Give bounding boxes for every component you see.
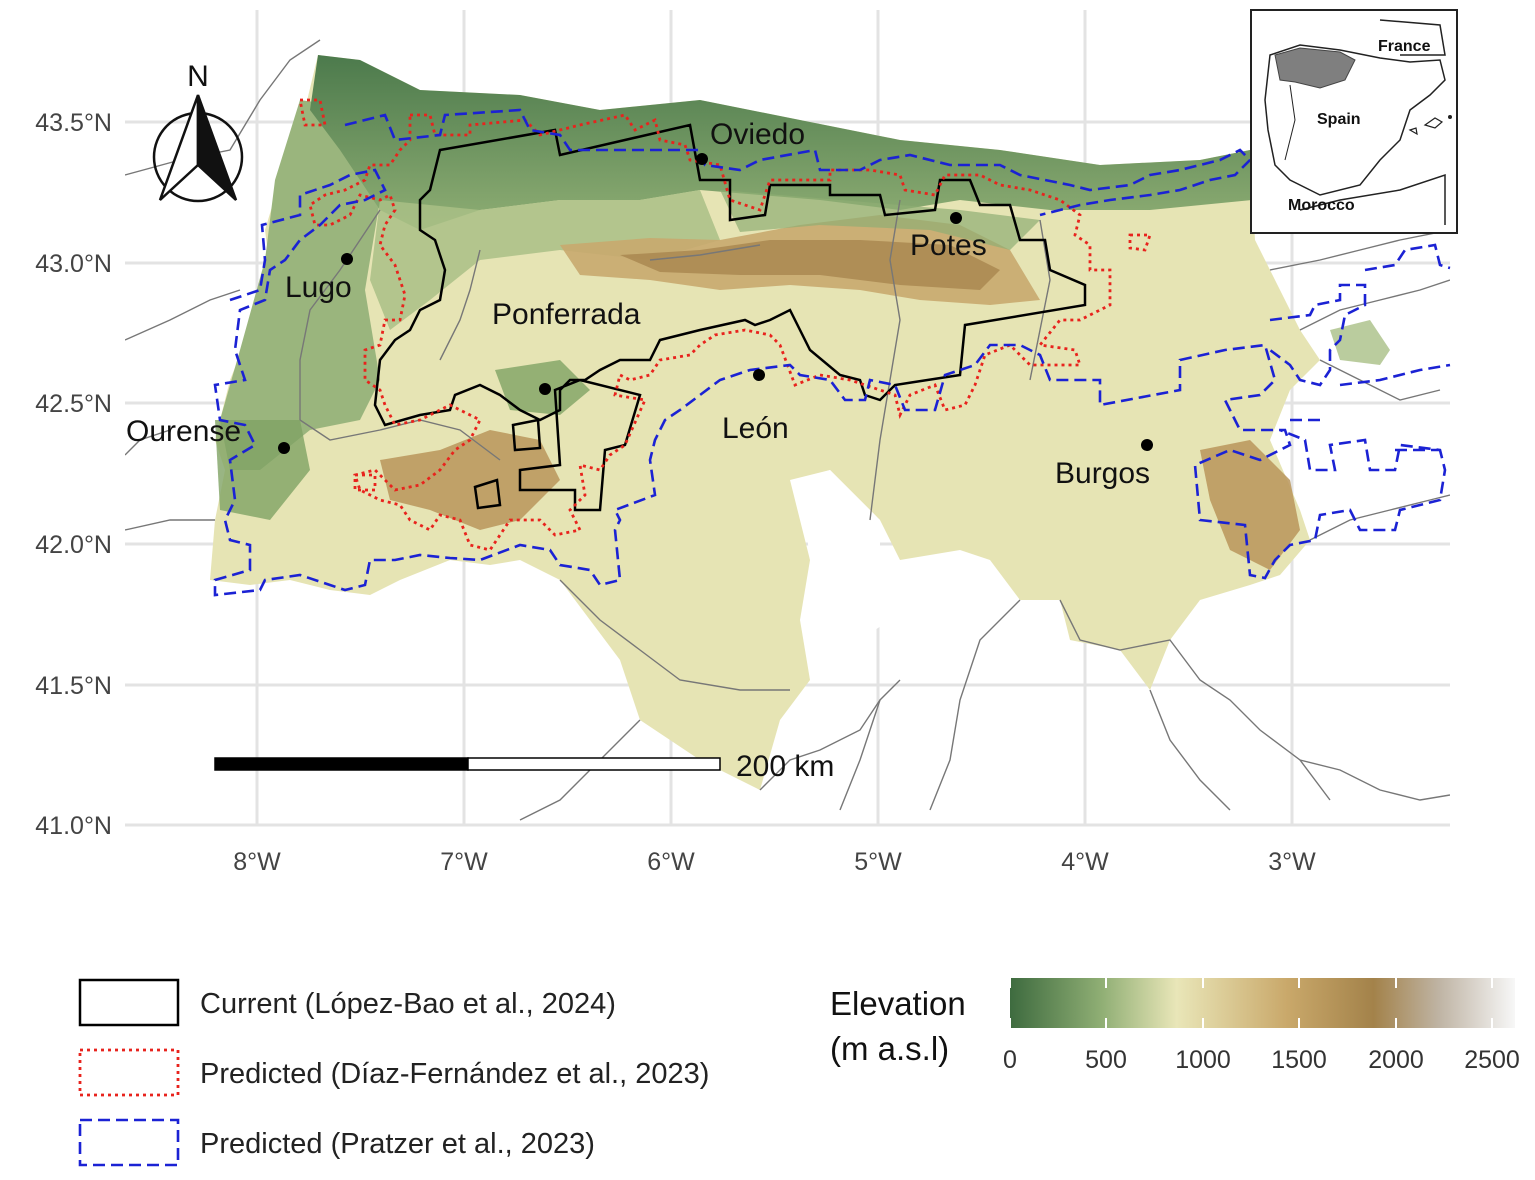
north-arrow-left-half: [158, 94, 200, 201]
colorbar-title-line2: (m a.s.l): [830, 1030, 949, 1067]
inset-label-spain: Spain: [1317, 111, 1361, 128]
city-dot-ourense: [278, 442, 290, 454]
lon-label: 5°W: [854, 848, 902, 876]
city-label-lugo: Lugo: [285, 271, 352, 304]
lon-label: 6°W: [647, 848, 695, 876]
legend-label-current: Current (López-Bao et al., 2024): [200, 988, 616, 1020]
legend-label-diaz-fernandez: Predicted (Díaz-Fernández et al., 2023): [200, 1058, 709, 1090]
land-gap: [800, 470, 900, 640]
lat-label: 43.0°N: [35, 250, 112, 278]
north-arrow-right-half: [196, 94, 238, 201]
range-predicted-pratzer: [213, 108, 1451, 597]
city-dot-burgos: [1141, 439, 1153, 451]
city-label-oviedo: Oviedo: [710, 118, 805, 151]
longitude-labels: 8°W 7°W 6°W 5°W 4°W 3°W: [233, 848, 1316, 876]
legend-key-pratzer: [78, 1118, 180, 1167]
colorbar-title-line1: Elevation: [830, 985, 966, 1022]
city-label-ponferrada: Ponferrada: [492, 298, 641, 331]
lat-label: 42.5°N: [35, 390, 112, 418]
city-dot-potes: [950, 212, 962, 224]
admin-borders: [125, 39, 1450, 821]
lat-label: 42.0°N: [35, 531, 112, 559]
city-label-burgos: Burgos: [1055, 457, 1150, 490]
land-leon-mountains: [380, 430, 560, 530]
lat-label: 43.5°N: [35, 109, 112, 137]
colorbar-tick-label: 1000: [1175, 1046, 1231, 1074]
scale-bar: 200 km: [214, 750, 834, 783]
inset-study-area: [1274, 47, 1356, 89]
lon-label: 3°W: [1268, 848, 1316, 876]
legend: Current (López-Bao et al., 2024) Predict…: [78, 978, 709, 1167]
colorbar-tick-label: 500: [1085, 1046, 1127, 1074]
colorbar-tick-label: 0: [1003, 1046, 1017, 1074]
city-label-ourense: Ourense: [126, 415, 241, 448]
north-arrow: N: [152, 60, 244, 203]
inset-balearic-islands: [1408, 117, 1444, 136]
city-dot-ponferrada: [539, 383, 551, 395]
inset-morocco-border: [1299, 173, 1446, 225]
legend-key-current: [78, 978, 180, 1027]
scale-bar-black-segment: [214, 757, 469, 771]
legend-label-pratzer: Predicted (Pratzer et al., 2023): [200, 1128, 595, 1160]
range-current-lopez-bao: [373, 123, 1087, 512]
inset-island-dot: [1448, 115, 1452, 119]
lon-label: 7°W: [440, 848, 488, 876]
lat-label: 41.5°N: [35, 672, 112, 700]
colorbar-tick-label: 2500: [1464, 1046, 1520, 1074]
inset-label-france: France: [1378, 38, 1431, 55]
elevation-colorbar: Elevation (m a.s.l) 0 500 1000 1500 2000…: [830, 978, 1520, 1074]
city-dot-oviedo: [696, 153, 708, 165]
colorbar-tick-label: 2000: [1368, 1046, 1424, 1074]
city-dot-lugo: [341, 253, 353, 265]
lon-label: 8°W: [233, 848, 281, 876]
city-label-leon: León: [722, 412, 789, 445]
scale-bar-label: 200 km: [736, 750, 834, 783]
land-burgos-mountains: [1200, 440, 1300, 570]
inset-map: France Spain Morocco: [1250, 9, 1458, 234]
lon-label: 4°W: [1061, 848, 1109, 876]
inset-france-border: [1379, 19, 1446, 56]
scale-bar-white-segment: [467, 757, 721, 771]
land-coast-green: [310, 55, 1252, 230]
inset-label-morocco: Morocco: [1288, 197, 1355, 214]
land-east-patch: [1330, 320, 1390, 365]
city-label-potes: Potes: [910, 229, 987, 262]
legend-key-diaz-fernandez: [78, 1048, 180, 1097]
colorbar-tick-marks: [1009, 978, 1493, 1028]
cities: Oviedo Potes Lugo Ponferrada León Ourens…: [126, 118, 1153, 490]
colorbar-gradient: [1010, 978, 1515, 1028]
latitude-labels: 43.5°N 43.0°N 42.5°N 42.0°N 41.5°N 41.0°…: [35, 109, 112, 840]
north-arrow-letter: N: [187, 60, 209, 93]
land-asturias-hills: [720, 190, 1040, 250]
city-dot-leon: [753, 369, 765, 381]
colorbar-tick-label: 1500: [1271, 1046, 1327, 1074]
lat-label: 41.0°N: [35, 812, 112, 840]
land-mid-green: [370, 190, 720, 330]
inset-portugal-border: [1284, 84, 1296, 161]
